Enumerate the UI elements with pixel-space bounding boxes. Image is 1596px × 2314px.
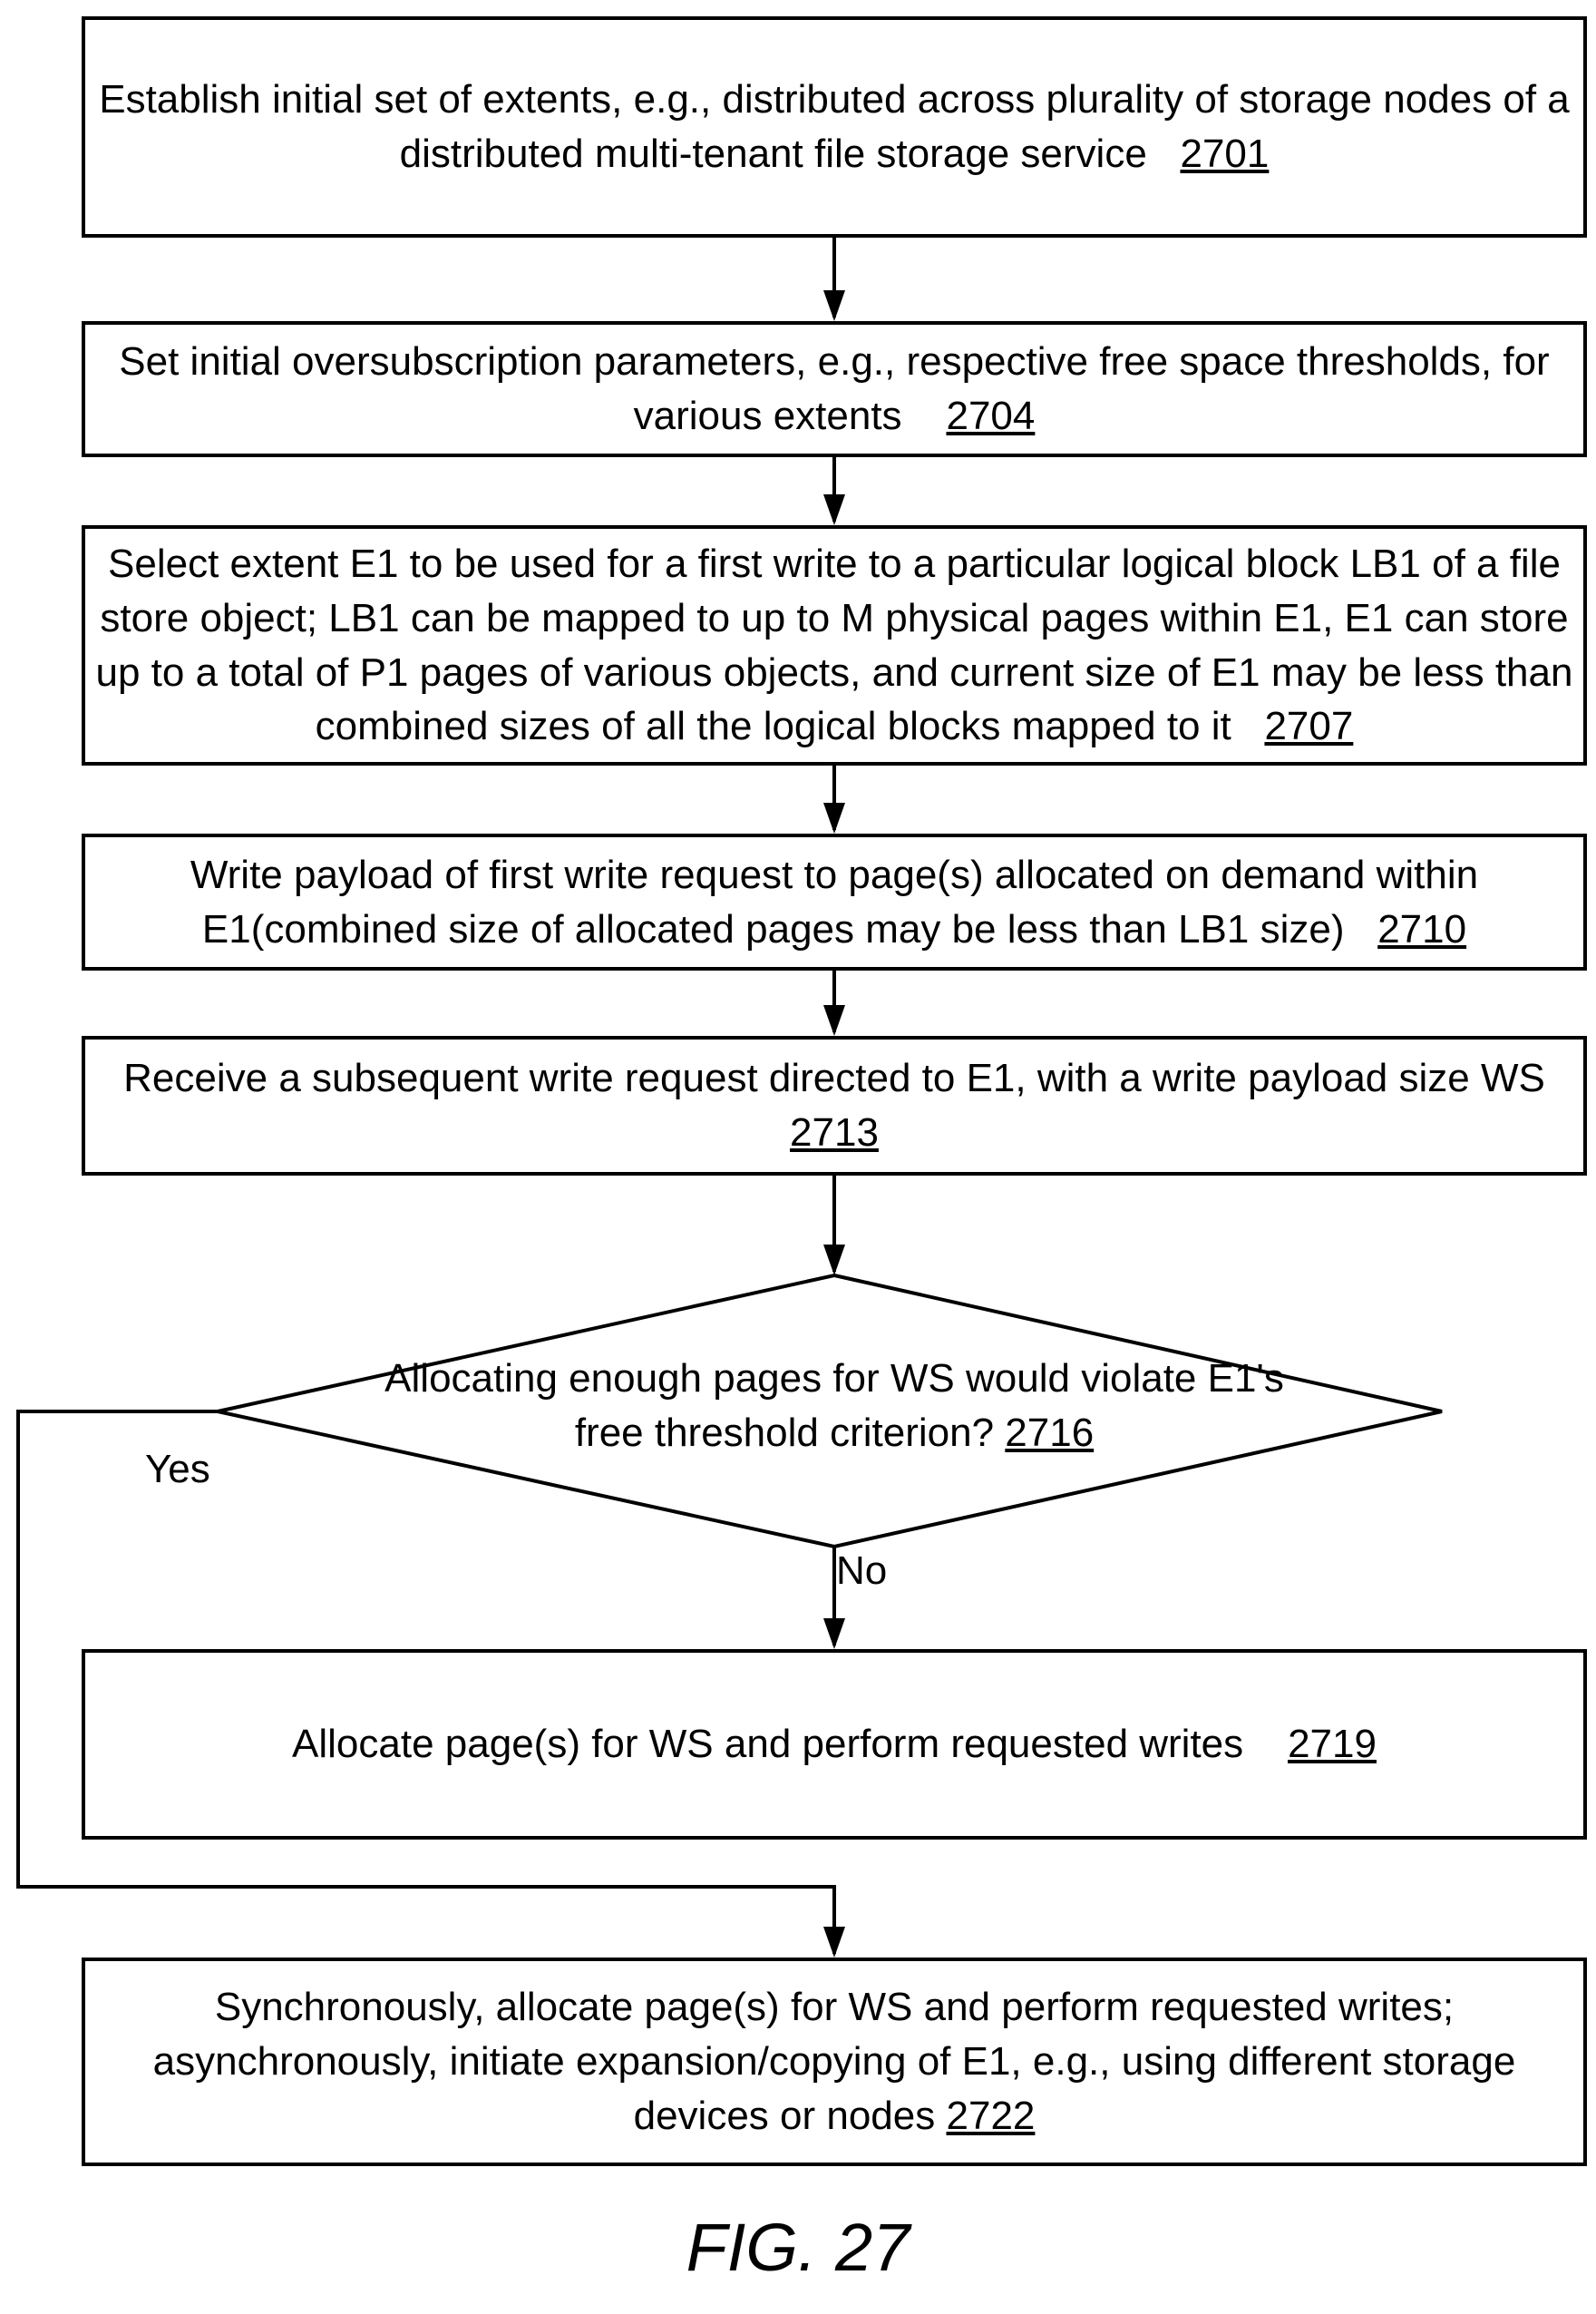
arrowhead-2722	[823, 1927, 845, 1958]
step-2713-text: Receive a subsequent write request direc…	[123, 1056, 1545, 1100]
step-2713-ref: 2713	[790, 1110, 879, 1155]
arrowhead-2719	[823, 1618, 845, 1649]
step-2719-text: Allocate page(s) for WS and perform requ…	[292, 1722, 1243, 1766]
decision-2716-ref: 2716	[1005, 1411, 1094, 1455]
step-2707-ref: 2707	[1264, 704, 1353, 748]
step-2719-ref: 2719	[1288, 1722, 1377, 1766]
step-2710-box: Write payload of first write request to …	[82, 834, 1587, 971]
arrowhead-2716	[823, 1245, 845, 1275]
step-2701-ref: 2701	[1180, 132, 1269, 176]
arrowhead-2707	[823, 494, 845, 525]
step-2722-text: Synchronously, allocate page(s) for WS a…	[153, 1985, 1516, 2138]
step-2710-text: Write payload of first write request to …	[190, 853, 1478, 952]
step-2719-box: Allocate page(s) for WS and perform requ…	[82, 1649, 1587, 1840]
decision-2716-text: Allocating enough pages for WS would vio…	[384, 1356, 1284, 1455]
step-2701-text: Establish initial set of extents, e.g., …	[99, 77, 1570, 176]
step-2722-ref: 2722	[947, 2094, 1036, 2138]
no-label: No	[836, 1548, 887, 1594]
step-2704-text: Set initial oversubscription parameters,…	[119, 339, 1549, 438]
arrowhead-2713	[823, 1005, 845, 1036]
step-2722-box: Synchronously, allocate page(s) for WS a…	[82, 1958, 1587, 2166]
step-2704-box: Set initial oversubscription parameters,…	[82, 321, 1587, 457]
step-2701-box: Establish initial set of extents, e.g., …	[82, 16, 1587, 238]
step-2704-ref: 2704	[946, 394, 1035, 438]
decision-2716-text-block: Allocating enough pages for WS would vio…	[381, 1352, 1288, 1460]
arrowhead-2704	[823, 290, 845, 321]
step-2713-box: Receive a subsequent write request direc…	[82, 1036, 1587, 1176]
step-2710-ref: 2710	[1377, 907, 1466, 952]
arrowhead-2710	[823, 803, 845, 834]
figure-caption: FIG. 27	[0, 2209, 1596, 2286]
yes-label: Yes	[145, 1447, 210, 1492]
step-2707-box: Select extent E1 to be used for a first …	[82, 525, 1587, 766]
